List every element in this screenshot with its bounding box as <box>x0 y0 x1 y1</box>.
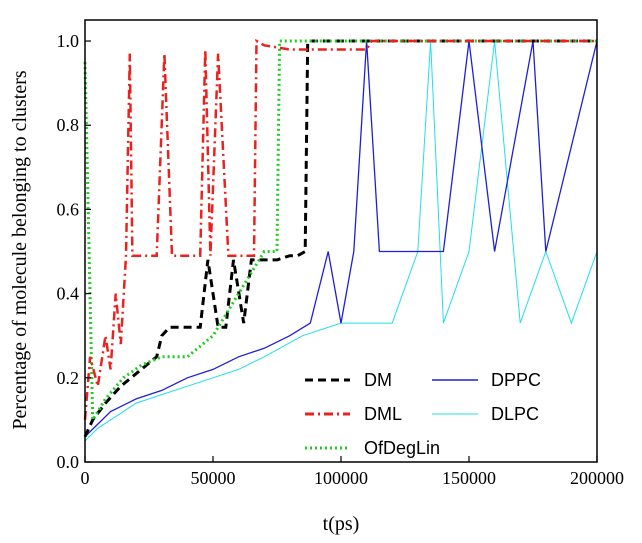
x-tick-label: 100000 <box>314 468 368 488</box>
series-line-ofdeglin <box>83 39 597 426</box>
y-tick-label: 0.8 <box>57 115 80 135</box>
x-tick-label: 200000 <box>570 468 624 488</box>
x-tick-label: 150000 <box>442 468 496 488</box>
x-axis-label: t(ps) <box>323 513 360 535</box>
y-tick-label: 0.0 <box>57 452 80 472</box>
legend-label-dm: DM <box>364 370 392 390</box>
series-line-dml <box>83 38 597 421</box>
legend-label-dppc: DPPC <box>491 370 541 390</box>
legend: DM DPPC DML DLPC OfDegLin <box>305 370 541 458</box>
y-tick-label: 0.6 <box>57 199 80 219</box>
plot-frame <box>84 19 598 463</box>
y-tick-label: 1.0 <box>57 31 80 51</box>
x-tick-label: 0 <box>81 468 90 488</box>
legend-label-dlpc: DLPC <box>491 404 539 424</box>
tick-layer: 0 50000 100000 150000 200000 0.0 0.2 0.4 0.6 0.8 1… <box>57 31 625 488</box>
y-tick-label: 0.2 <box>57 368 80 388</box>
legend-label-ofdeglin: OfDegLin <box>364 438 440 458</box>
series-layer <box>83 38 598 442</box>
series-line-dppc <box>84 40 598 438</box>
x-tick-label: 50000 <box>191 468 236 488</box>
y-axis-label: Percentage of molecule belonging to clus… <box>9 70 31 430</box>
y-tick-label: 0.4 <box>57 284 80 304</box>
legend-label-dml: DML <box>364 404 402 424</box>
